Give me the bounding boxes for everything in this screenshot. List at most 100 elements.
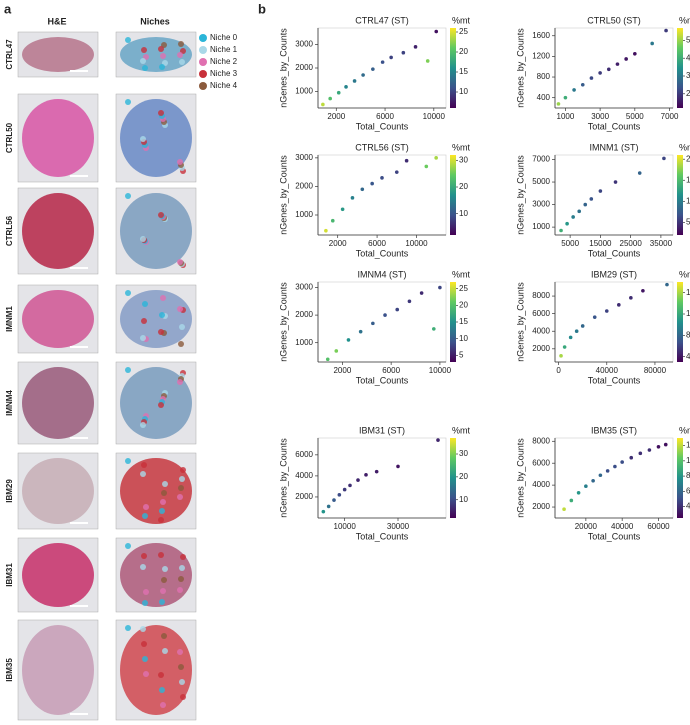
x-tick-label: 35000 [650,239,673,248]
niche-spot [140,422,146,428]
colorbar-tick-label: 5 [686,217,690,226]
tissue-section [22,625,94,715]
scatter-point [352,79,357,83]
scatter-point [629,296,633,300]
niche-spot [143,671,149,677]
niche-spot [159,687,165,693]
scatter-point [598,189,603,193]
scatter-point [620,460,624,464]
colorbar-tick-label: 20 [686,154,690,163]
scatter-point [591,478,595,483]
legend-swatch [199,34,207,42]
tissue-section [22,543,94,607]
column-header: H&E [47,16,66,26]
scatter-point [664,28,668,33]
colorbar [677,28,683,108]
colorbar-tick-label: 12 [686,441,690,450]
colorbar-tick-label: 20 [686,89,690,98]
x-axis-label: Total_Counts [588,248,641,258]
scatter-point [360,187,365,192]
colorbar-tick-label: 25 [459,284,468,293]
colorbar-tick-label: 30 [686,71,690,80]
y-axis-label: nGenes_by_Counts [515,28,525,108]
tissue-section [120,37,192,72]
colorbar-tick-label: 40 [686,53,690,62]
scatter-point [328,96,332,101]
y-tick-label: 1000 [295,87,313,96]
scatter-point [321,509,326,514]
scatter-point [434,156,438,160]
niche-spot [142,600,148,606]
scatter-point [396,464,400,469]
y-axis-label: nGenes_by_Counts [278,438,288,518]
x-tick-label: 40000 [611,522,634,531]
y-tick-label: 6000 [532,309,550,318]
scatter-point [662,156,666,161]
colorbar-tick-label: 12 [686,309,690,318]
niche-spot [160,702,166,708]
niche-spot [177,587,183,593]
y-tick-label: 4000 [295,471,313,480]
niche-spot [177,494,183,500]
x-tick-label: 5000 [561,239,579,248]
y-tick-label: 2000 [295,182,313,191]
scatter-point [330,218,335,223]
x-axis-label: Total_Counts [356,375,409,385]
scatter-point [568,335,573,340]
scatter-point [438,285,442,290]
colorbar [677,282,683,362]
scatter-point [556,102,561,106]
niche-spot [162,566,168,572]
y-tick-label: 2000 [295,63,313,72]
niche-spot [179,59,185,65]
scatter-point [401,50,406,55]
colorbar-tick-label: 10 [686,196,690,205]
scatter-point [571,215,575,219]
legend-label: Niche 4 [210,81,238,90]
scatter-point [589,197,594,201]
y-tick-label: 7000 [532,155,550,164]
colorbar-tick-label: 20 [459,182,468,191]
scatter-point [613,464,617,469]
scatter-point [336,90,341,95]
colorbar [450,438,456,518]
y-tick-label: 1000 [532,222,550,231]
niche-spot [177,379,183,385]
niche-spot [141,641,147,647]
niche-spot [158,46,164,52]
niche-spot [125,543,131,549]
niche-spot [161,633,167,639]
scatter-point [576,490,581,495]
scatter-point [559,228,563,233]
scatter-point [334,349,339,353]
colorbar-label: %mt [452,15,470,25]
y-axis-label: nGenes_by_Counts [515,282,525,362]
column-header: Niches [140,16,170,26]
x-tick-label: 15000 [589,239,612,248]
niche-spot [140,471,146,477]
row-label: CTRL56 [5,215,14,246]
scatter-point [624,57,628,61]
x-tick-label: 10000 [334,522,357,531]
colorbar [450,28,456,108]
legend-label: Niche 3 [210,69,238,78]
x-axis-label: Total_Counts [588,375,641,385]
scatter-point [432,327,436,331]
niche-spot [159,508,165,514]
tissue-section [22,458,94,524]
colorbar-tick-label: 15 [686,175,690,184]
colorbar-label: %mt [452,142,470,152]
x-tick-label: 0 [556,366,561,375]
scale-bar [70,346,88,348]
plot-area [554,437,674,519]
niche-spot [179,679,185,685]
niche-spot [125,37,131,43]
scatter-point [559,354,563,358]
colorbar-label: %mt [679,15,690,25]
chart-title: CTRL56 (ST) [355,142,409,152]
scatter-point [436,438,440,442]
scatter-point [356,478,360,482]
niche-spot [161,490,167,496]
niche-spot [125,458,131,464]
scatter-point [358,329,363,334]
